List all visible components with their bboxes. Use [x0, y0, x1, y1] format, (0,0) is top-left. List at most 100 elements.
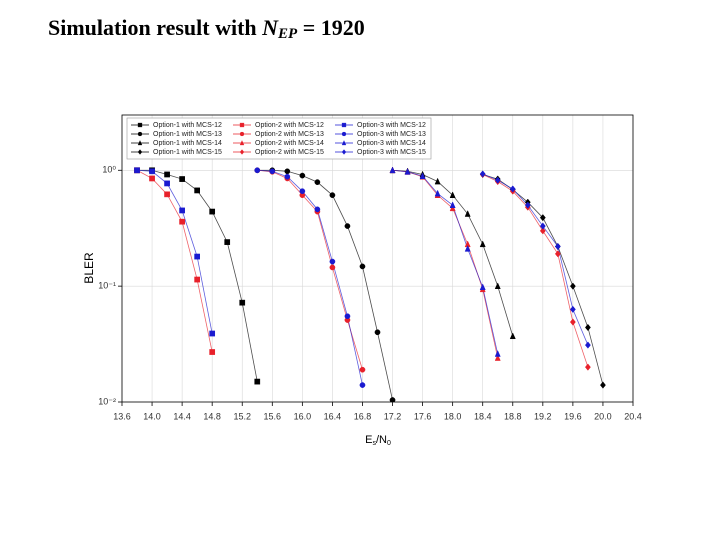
plot-area: [122, 115, 633, 402]
marker: [254, 378, 261, 385]
marker: [209, 208, 216, 215]
marker: [299, 172, 306, 179]
marker: [341, 122, 347, 128]
series-line: [392, 169, 499, 355]
legend-label: Option-3 with MCS-15: [357, 149, 426, 156]
x-tick-label: 15.2: [233, 411, 251, 421]
marker: [239, 140, 245, 146]
x-label-sub: s: [372, 440, 376, 447]
marker: [359, 366, 366, 373]
marker: [314, 206, 321, 213]
marker: [389, 397, 396, 402]
marker: [224, 239, 231, 245]
marker: [434, 177, 441, 185]
marker: [404, 168, 411, 175]
marker: [389, 166, 396, 174]
marker: [359, 263, 366, 270]
x-tick-label: 15.6: [264, 411, 282, 421]
marker: [329, 258, 336, 265]
x-label-mid: /N: [376, 434, 387, 446]
x-tick-label: 18.4: [474, 411, 492, 421]
plot-frame: [121, 114, 634, 403]
marker: [239, 149, 245, 155]
marker: [239, 131, 245, 137]
marker: [149, 168, 155, 175]
marker: [194, 253, 200, 260]
x-label-sub2: 0: [387, 440, 391, 447]
marker: [329, 192, 336, 199]
marker: [494, 354, 501, 361]
marker: [164, 191, 170, 198]
marker: [554, 250, 561, 258]
marker: [569, 305, 576, 313]
marker: [569, 318, 576, 326]
marker: [239, 122, 245, 128]
series-line: [482, 174, 589, 368]
marker: [359, 382, 366, 388]
plot-layer: [134, 166, 606, 402]
marker: [254, 167, 261, 174]
marker: [137, 131, 143, 137]
marker: [137, 122, 143, 128]
legend-label: Option-3 with MCS-14: [357, 140, 426, 147]
marker: [494, 350, 501, 357]
x-label-main: E: [365, 434, 372, 446]
marker: [194, 187, 200, 194]
marker: [494, 282, 501, 289]
marker: [569, 282, 576, 290]
marker: [449, 201, 456, 209]
marker: [341, 140, 347, 146]
x-tick-label: 14.0: [143, 411, 161, 421]
marker: [194, 276, 200, 283]
marker: [374, 329, 381, 336]
marker: [344, 223, 351, 229]
legend-label: Option-3 with MCS-13: [357, 131, 426, 138]
marker: [344, 313, 351, 320]
marker: [464, 244, 471, 252]
marker: [239, 299, 246, 306]
marker: [164, 171, 170, 178]
title-symbol: N: [261, 15, 279, 40]
marker: [479, 283, 486, 291]
marker: [434, 189, 441, 197]
marker: [134, 167, 140, 174]
marker: [539, 214, 546, 222]
marker: [479, 170, 486, 178]
marker: [509, 332, 516, 340]
legend-label: Option-1 with MCS-13: [153, 131, 222, 138]
x-tick-label: 20.4: [624, 411, 642, 421]
marker: [314, 179, 321, 185]
x-tick-label: 16.0: [294, 411, 312, 421]
marker: [584, 363, 591, 371]
y-tick-label: 10⁻¹: [98, 281, 116, 291]
marker: [269, 168, 276, 175]
x-tick-label: 13.6: [113, 411, 131, 421]
marker: [137, 149, 143, 155]
x-tick-label: 20.0: [594, 411, 612, 421]
marker: [284, 168, 291, 175]
marker: [284, 173, 291, 180]
marker: [329, 264, 336, 271]
marker: [209, 349, 216, 355]
x-tick-label: 17.2: [384, 411, 402, 421]
x-tick-label: 14.4: [173, 411, 191, 421]
marker: [419, 172, 426, 179]
marker: [341, 149, 347, 155]
marker: [179, 207, 185, 214]
legend-label: Option-1 with MCS-15: [153, 149, 222, 156]
x-tick-label: 14.8: [203, 411, 221, 421]
y-axis-label: BLER: [82, 252, 96, 284]
marker: [554, 242, 561, 251]
slide-title: Simulation result with NEP = 1920: [48, 15, 365, 42]
legend-label: Option-3 with MCS-12: [357, 122, 426, 129]
marker: [341, 131, 347, 137]
marker: [584, 323, 591, 332]
marker: [179, 176, 185, 182]
marker: [600, 381, 606, 389]
y-tick-label: 10⁻²: [98, 396, 116, 406]
marker: [479, 240, 486, 248]
x-tick-label: 17.6: [414, 411, 432, 421]
marker: [524, 201, 531, 209]
legend-label: Option-2 with MCS-13: [255, 131, 324, 138]
marker: [509, 185, 516, 193]
